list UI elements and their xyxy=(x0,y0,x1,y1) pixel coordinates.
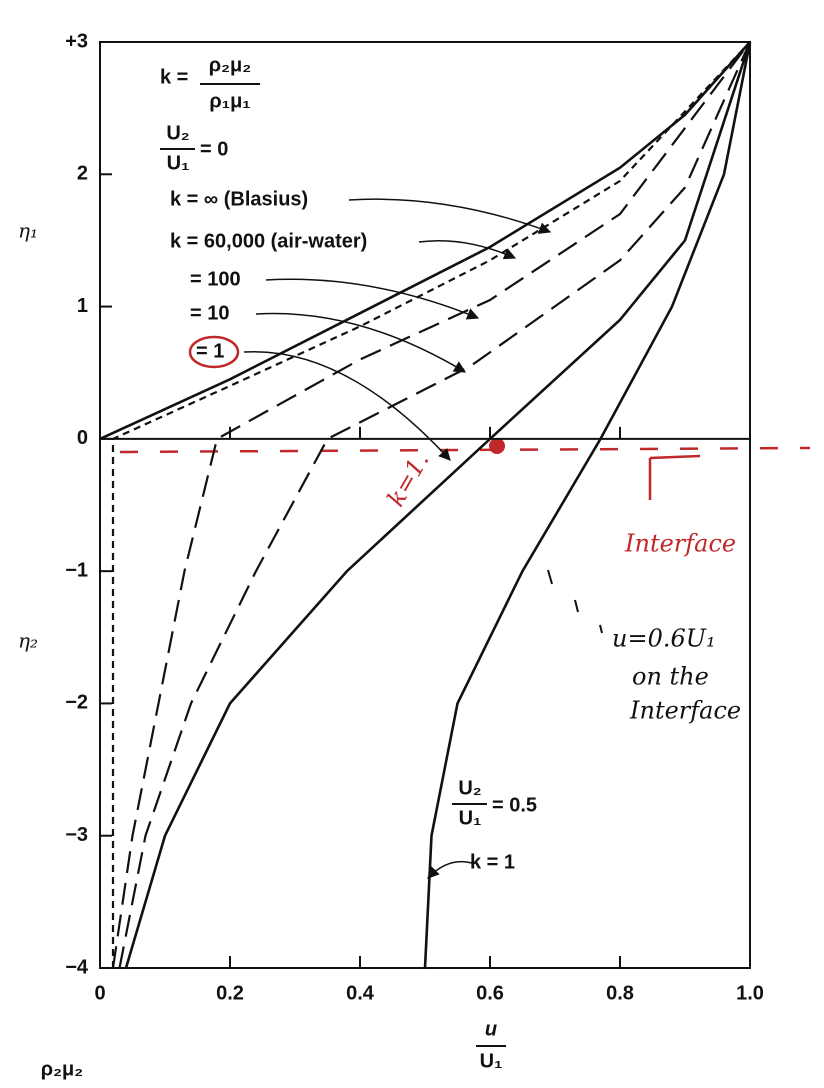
curve xyxy=(118,41,752,969)
y-tick-label: −2 xyxy=(65,692,88,714)
x-tick-label: 0.4 xyxy=(346,982,375,1004)
y-tick-label: −4 xyxy=(65,956,89,978)
curve-label: k = 60,000 (air-water) xyxy=(170,230,367,252)
y-tick-label: −1 xyxy=(65,559,88,581)
y-tick-label: 1 xyxy=(77,295,88,317)
y-tick-label: +3 xyxy=(65,30,88,52)
plot-frame xyxy=(99,41,751,969)
handwritten-note: u=0.6U₁ xyxy=(612,625,716,653)
x-axis-label: u xyxy=(485,1018,497,1040)
y-tick-label: 0 xyxy=(77,427,88,449)
curve-label: = 1 xyxy=(196,340,224,362)
label-arrow xyxy=(427,860,473,879)
label-arrow xyxy=(348,198,552,234)
y-tick-label: 2 xyxy=(77,163,88,185)
label-arrow xyxy=(265,278,480,320)
interface-bracket xyxy=(648,454,701,500)
curve xyxy=(124,41,752,969)
annotation: U₂ xyxy=(458,777,481,799)
annotation: = 0 xyxy=(200,138,228,160)
x-tick-label: 1.0 xyxy=(736,982,764,1004)
annotation: ρ₁μ₁ xyxy=(209,90,250,112)
label-arrow xyxy=(243,350,451,461)
annotation: k = xyxy=(160,66,188,88)
annotation: ρ₂μ₂ xyxy=(41,1058,83,1080)
handwritten-note: on the xyxy=(632,663,709,691)
curve-label: k = ∞ (Blasius) xyxy=(170,188,308,210)
curve-label: = 100 xyxy=(190,268,241,290)
annotation: = 0.5 xyxy=(492,794,537,816)
annotation: U₂ xyxy=(166,122,189,144)
annotation: ρ₂μ₂ xyxy=(209,54,251,76)
label-arrow xyxy=(255,312,467,373)
curve-label: = 10 xyxy=(190,302,229,324)
curve xyxy=(423,41,752,969)
x-axis-label: U₁ xyxy=(480,1050,503,1072)
x-tick-label: 0.8 xyxy=(606,982,634,1004)
y-axis-label: η₁ xyxy=(18,219,38,243)
handwritten-note: k=1. xyxy=(382,447,435,511)
annotation: U₁ xyxy=(459,807,482,829)
curve xyxy=(99,41,751,441)
interface-marker xyxy=(119,446,811,454)
handwritten-note: Interface xyxy=(629,697,741,725)
curve-label: k = 1 xyxy=(470,851,515,873)
curve xyxy=(111,41,751,968)
highlight-circle xyxy=(188,335,240,369)
y-axis-label: η₂ xyxy=(18,629,38,653)
x-tick-label: 0 xyxy=(94,982,105,1004)
x-tick-label: 0.6 xyxy=(476,982,504,1004)
annotation: U₁ xyxy=(167,152,190,174)
x-tick-label: 0.2 xyxy=(216,982,244,1004)
handwritten-note: Interface xyxy=(624,530,736,558)
label-arrow xyxy=(418,239,517,260)
y-tick-label: −3 xyxy=(65,824,88,846)
pen-marks xyxy=(547,569,603,634)
interface-point xyxy=(489,438,505,454)
curve xyxy=(111,41,751,969)
